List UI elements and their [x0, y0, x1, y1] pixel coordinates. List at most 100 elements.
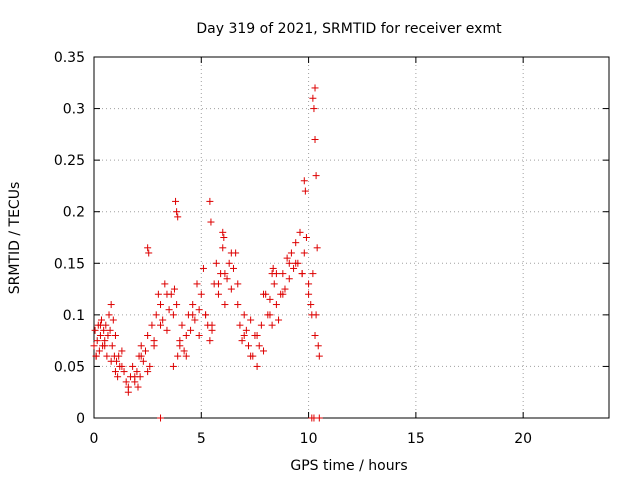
data-point — [300, 177, 308, 185]
data-point — [173, 208, 181, 216]
data-point — [238, 337, 246, 345]
data-point — [157, 414, 165, 422]
data-point — [95, 347, 103, 355]
data-point — [131, 373, 139, 381]
data-point — [212, 259, 220, 267]
data-point — [144, 331, 152, 339]
data-point — [300, 249, 308, 257]
data-point — [189, 311, 197, 319]
data-point — [309, 270, 317, 278]
data-point — [292, 259, 300, 267]
y-tick-label: 0.35 — [54, 50, 85, 66]
data-point — [178, 321, 186, 329]
data-point — [206, 197, 214, 205]
y-tick-label: 0.2 — [63, 205, 85, 221]
data-point — [191, 316, 199, 324]
x-tick-label: 15 — [407, 431, 425, 447]
data-point — [146, 362, 154, 370]
data-point — [161, 280, 169, 288]
data-points — [90, 84, 323, 422]
x-tick-label: 5 — [197, 431, 206, 447]
data-point — [92, 352, 100, 360]
data-point — [144, 368, 152, 376]
data-point — [260, 347, 268, 355]
data-point — [245, 342, 252, 350]
data-point — [266, 311, 274, 319]
data-point — [285, 275, 293, 283]
data-point — [268, 321, 276, 329]
data-point — [152, 311, 160, 319]
data-point — [93, 337, 101, 345]
data-point — [103, 352, 111, 360]
data-point — [301, 187, 309, 195]
data-point — [227, 249, 235, 257]
data-point — [157, 301, 165, 309]
data-point — [118, 362, 126, 370]
data-point — [227, 285, 235, 293]
data-point — [114, 373, 122, 381]
data-point — [193, 280, 201, 288]
data-point — [107, 301, 115, 309]
data-point — [260, 290, 268, 298]
data-point — [148, 321, 156, 329]
data-point — [311, 331, 319, 339]
data-point — [311, 136, 319, 144]
data-point — [296, 228, 304, 236]
data-point — [221, 301, 229, 309]
data-point — [154, 290, 162, 298]
data-point — [115, 352, 123, 360]
data-point — [159, 316, 167, 324]
data-point — [109, 316, 117, 324]
data-point — [221, 270, 229, 278]
data-point — [182, 352, 190, 360]
data-point — [150, 342, 158, 350]
data-point — [315, 414, 323, 422]
x-tick-label: 10 — [300, 431, 318, 447]
data-point — [229, 264, 237, 272]
y-tick-label: 0.1 — [63, 308, 85, 324]
data-point — [292, 239, 300, 247]
data-point — [312, 311, 320, 319]
y-axis-label: SRMTID / TECUs — [7, 182, 23, 295]
x-axis-label: GPS time / hours — [290, 458, 407, 474]
y-tick-label: 0 — [76, 411, 85, 427]
data-point — [207, 218, 215, 226]
data-point — [107, 357, 115, 365]
data-point — [257, 321, 265, 329]
data-point — [101, 342, 109, 350]
data-point — [283, 254, 291, 262]
grid-lines — [94, 57, 609, 418]
data-point — [195, 306, 203, 314]
data-point — [266, 295, 274, 303]
data-point — [170, 285, 178, 293]
data-point — [279, 290, 287, 298]
data-point — [124, 383, 132, 391]
data-point — [169, 311, 177, 319]
data-point — [279, 270, 287, 278]
chart-title: Day 319 of 2021, SRMTID for receiver exm… — [196, 21, 502, 37]
data-point — [157, 321, 165, 329]
data-point — [315, 352, 323, 360]
data-point — [314, 342, 322, 350]
data-point — [142, 347, 149, 355]
data-point — [223, 275, 231, 283]
data-point — [285, 259, 293, 267]
y-tick-label: 0.05 — [54, 359, 85, 375]
data-point — [137, 352, 145, 360]
data-point — [180, 347, 188, 355]
data-point — [255, 342, 263, 350]
data-point — [100, 326, 108, 334]
data-point — [189, 301, 197, 309]
x-tick-label: 0 — [90, 431, 99, 447]
data-point — [108, 342, 116, 350]
data-point — [310, 105, 318, 113]
data-point — [202, 311, 210, 319]
data-point — [133, 368, 141, 376]
data-point — [269, 264, 277, 272]
data-point — [105, 311, 113, 319]
data-point — [219, 244, 227, 252]
data-point — [253, 362, 261, 370]
data-point — [111, 331, 119, 339]
data-point — [111, 368, 119, 376]
